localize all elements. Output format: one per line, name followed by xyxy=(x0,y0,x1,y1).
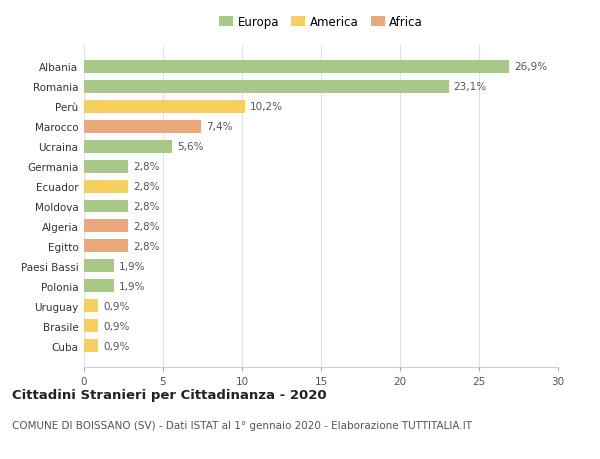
Bar xyxy=(84,101,245,113)
Bar xyxy=(84,160,128,173)
Bar xyxy=(84,61,509,73)
Bar xyxy=(84,140,172,153)
Bar xyxy=(84,240,128,253)
Text: 2,8%: 2,8% xyxy=(133,182,160,191)
Text: 2,8%: 2,8% xyxy=(133,222,160,231)
Text: 1,9%: 1,9% xyxy=(119,281,145,291)
Bar xyxy=(84,300,98,313)
Bar xyxy=(84,280,114,293)
Legend: Europa, America, Africa: Europa, America, Africa xyxy=(214,11,428,34)
Text: 0,9%: 0,9% xyxy=(103,321,130,331)
Text: 5,6%: 5,6% xyxy=(177,142,204,152)
Text: 1,9%: 1,9% xyxy=(119,261,145,271)
Text: 0,9%: 0,9% xyxy=(103,341,130,351)
Text: 2,8%: 2,8% xyxy=(133,202,160,212)
Bar xyxy=(84,260,114,273)
Bar xyxy=(84,220,128,233)
Bar xyxy=(84,120,201,133)
Bar xyxy=(84,80,449,93)
Text: 2,8%: 2,8% xyxy=(133,241,160,252)
Bar xyxy=(84,200,128,213)
Bar xyxy=(84,180,128,193)
Text: 2,8%: 2,8% xyxy=(133,162,160,172)
Text: COMUNE DI BOISSANO (SV) - Dati ISTAT al 1° gennaio 2020 - Elaborazione TUTTITALI: COMUNE DI BOISSANO (SV) - Dati ISTAT al … xyxy=(12,420,472,430)
Text: 23,1%: 23,1% xyxy=(454,82,487,92)
Text: 7,4%: 7,4% xyxy=(206,122,232,132)
Bar xyxy=(84,340,98,353)
Text: 10,2%: 10,2% xyxy=(250,102,283,112)
Bar xyxy=(84,320,98,333)
Text: 26,9%: 26,9% xyxy=(514,62,547,72)
Text: Cittadini Stranieri per Cittadinanza - 2020: Cittadini Stranieri per Cittadinanza - 2… xyxy=(12,388,326,401)
Text: 0,9%: 0,9% xyxy=(103,301,130,311)
